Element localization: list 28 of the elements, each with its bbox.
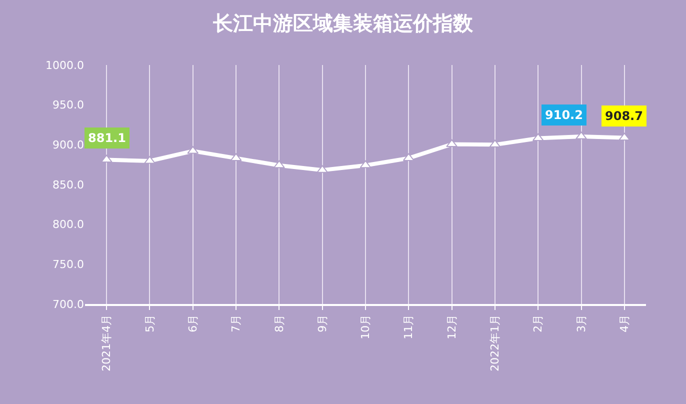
x-tick-label: 5月 [143, 314, 156, 332]
x-tick-label: 11月 [402, 314, 416, 340]
y-tick-label: 700.0 [52, 298, 84, 311]
x-tick-label: 10月 [359, 314, 372, 340]
data-label: 910.2 [545, 108, 583, 122]
y-tick-label: 1000.0 [46, 58, 84, 72]
data-label: 908.7 [605, 109, 643, 123]
chart-title: 长江中游区域集装箱运价指数 [212, 11, 474, 36]
x-tick-label: 9月 [316, 314, 329, 332]
x-tick-label: 8月 [272, 314, 286, 332]
x-tick-label: 2022年1月 [488, 314, 502, 372]
point [446, 139, 458, 148]
y-tick-label: 950.0 [52, 98, 84, 112]
x-tick-label: 6月 [186, 314, 200, 332]
x-tick-label: 2月 [532, 314, 545, 332]
x-tick-label: 2021年4月 [100, 314, 114, 372]
point [532, 133, 544, 142]
x-tick-label: 12月 [445, 314, 458, 340]
point [273, 160, 285, 168]
y-tick-label: 900.0 [52, 138, 84, 152]
y-tick-label: 850.0 [52, 178, 84, 192]
data-label: 881.1 [88, 131, 126, 145]
point [360, 160, 372, 168]
x-tick-label: 7月 [230, 314, 243, 332]
y-tick-label: 750.0 [52, 258, 84, 272]
y-tick-label: 800.0 [52, 218, 84, 232]
x-tick-label: 3月 [574, 314, 588, 332]
x-tick-label: 4月 [618, 314, 631, 332]
